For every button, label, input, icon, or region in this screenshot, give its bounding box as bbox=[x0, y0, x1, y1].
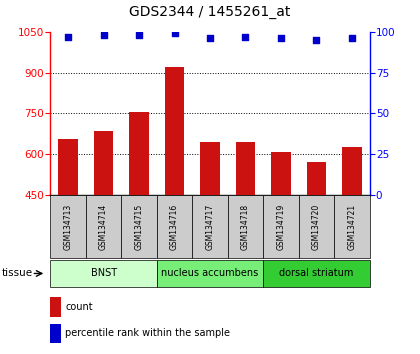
Text: GSM134717: GSM134717 bbox=[205, 204, 215, 250]
Text: GSM134716: GSM134716 bbox=[170, 204, 179, 250]
Bar bbox=[307, 161, 326, 195]
Text: GSM134713: GSM134713 bbox=[64, 204, 73, 250]
Bar bbox=[50, 195, 86, 258]
Bar bbox=[236, 142, 255, 195]
Point bbox=[278, 35, 284, 41]
Text: GSM134719: GSM134719 bbox=[276, 204, 286, 250]
Bar bbox=[165, 67, 184, 195]
Text: dorsal striatum: dorsal striatum bbox=[279, 268, 354, 279]
Bar bbox=[334, 195, 370, 258]
Point bbox=[349, 35, 355, 41]
Bar bbox=[200, 142, 220, 195]
Bar bbox=[86, 195, 121, 258]
Bar bbox=[271, 152, 291, 195]
Point bbox=[207, 35, 213, 41]
Bar bbox=[94, 131, 113, 195]
Point bbox=[171, 31, 178, 36]
Text: GDS2344 / 1455261_at: GDS2344 / 1455261_at bbox=[129, 5, 291, 19]
Bar bbox=[228, 195, 263, 258]
Text: nucleus accumbens: nucleus accumbens bbox=[161, 268, 259, 279]
Bar bbox=[58, 139, 78, 195]
Bar bbox=[342, 147, 362, 195]
Point bbox=[65, 34, 71, 40]
Text: GSM134720: GSM134720 bbox=[312, 204, 321, 250]
Text: GSM134718: GSM134718 bbox=[241, 204, 250, 250]
Bar bbox=[129, 112, 149, 195]
Text: BNST: BNST bbox=[91, 268, 117, 279]
Bar bbox=[263, 195, 299, 258]
Bar bbox=[50, 260, 157, 287]
Bar bbox=[299, 195, 334, 258]
Point bbox=[313, 37, 320, 43]
Point bbox=[136, 32, 142, 38]
Text: tissue: tissue bbox=[2, 268, 33, 279]
Bar bbox=[121, 195, 157, 258]
Point bbox=[242, 34, 249, 40]
Text: percentile rank within the sample: percentile rank within the sample bbox=[65, 328, 230, 338]
Bar bbox=[157, 260, 263, 287]
Text: GSM134715: GSM134715 bbox=[134, 204, 144, 250]
Bar bbox=[157, 195, 192, 258]
Bar bbox=[192, 195, 228, 258]
Text: GSM134714: GSM134714 bbox=[99, 204, 108, 250]
Bar bbox=[263, 260, 370, 287]
Point bbox=[100, 32, 107, 38]
Text: count: count bbox=[65, 302, 93, 312]
Text: GSM134721: GSM134721 bbox=[347, 204, 356, 250]
